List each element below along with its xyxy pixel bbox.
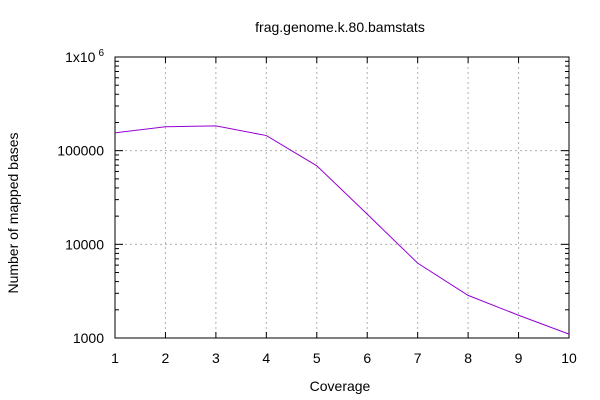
x-tick-label: 2 xyxy=(162,350,170,366)
plot-frame xyxy=(114,56,570,339)
x-tick-label: 4 xyxy=(262,350,270,366)
grid-lines xyxy=(115,57,569,338)
y-tick-label: 1000 xyxy=(73,330,104,346)
axis-ticks xyxy=(114,56,570,339)
chart-title: frag.genome.k.80.bamstats xyxy=(255,19,425,35)
x-tick-label: 9 xyxy=(515,350,523,366)
x-tick-label: 8 xyxy=(464,350,472,366)
y-tick-label-top: 1x10 6 xyxy=(65,48,104,65)
y-tick-label: 10000 xyxy=(65,236,104,252)
x-axis-label: Coverage xyxy=(310,378,371,394)
y-tick-label: 100000 xyxy=(57,143,104,159)
x-tick-label: 6 xyxy=(363,350,371,366)
y-tick-label-top-base: 1x10 xyxy=(65,49,96,65)
x-tick-label: 5 xyxy=(313,350,321,366)
x-tick-label: 10 xyxy=(561,350,577,366)
y-tick-labels: 1000 10000 100000 xyxy=(57,143,104,346)
x-tick-labels: 1 2 3 4 5 6 7 8 9 10 xyxy=(111,350,577,366)
y-axis-label: Number of mapped bases xyxy=(5,132,21,293)
x-tick-label: 3 xyxy=(212,350,220,366)
y-tick-label-top-exponent: 6 xyxy=(98,48,104,59)
series-line xyxy=(114,125,570,335)
x-tick-label: 7 xyxy=(414,350,422,366)
x-tick-label: 1 xyxy=(111,350,119,366)
